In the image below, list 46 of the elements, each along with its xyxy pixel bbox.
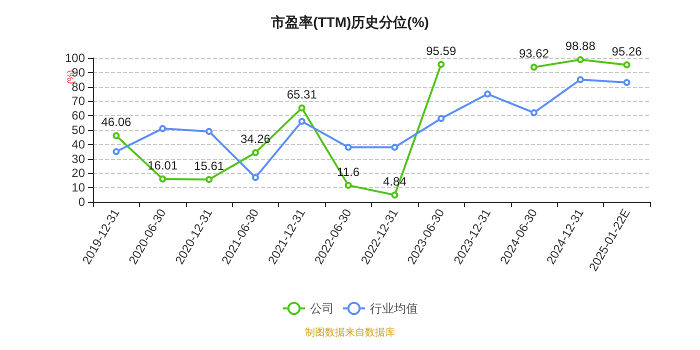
text: 制图数据来自数据库 <box>305 326 395 338</box>
point <box>623 61 630 68</box>
y-tick-label: 80 <box>72 80 86 94</box>
y-tick-label: 0 <box>78 195 86 209</box>
y-tick-label: 30 <box>72 152 86 166</box>
data-label: 95.59 <box>426 44 456 58</box>
point <box>298 104 306 112</box>
point <box>344 144 352 151</box>
point <box>530 109 538 116</box>
data-label: 46.06 <box>101 115 132 130</box>
point <box>159 175 166 182</box>
y-tick-label: 40 <box>72 137 86 152</box>
y-tick-label: 10 <box>72 180 86 195</box>
y-tick-label: 70 <box>72 94 86 108</box>
point <box>206 128 213 135</box>
data-label: 34.26 <box>240 132 271 146</box>
legend-label: 行业均值 <box>370 301 418 316</box>
point <box>344 182 352 189</box>
point <box>206 176 213 184</box>
data-label: 16.01 <box>148 158 178 172</box>
point <box>298 118 306 125</box>
data-label: 65.31 <box>286 87 318 102</box>
point <box>391 192 398 199</box>
point <box>159 125 166 132</box>
point <box>112 148 120 156</box>
point <box>484 90 492 98</box>
point <box>391 144 398 151</box>
point <box>576 76 584 84</box>
point <box>438 114 445 122</box>
data-label: 15.61 <box>194 159 224 174</box>
data-label: 93.62 <box>518 46 550 61</box>
point <box>252 174 259 182</box>
y-tick-label: 60 <box>72 108 86 123</box>
legend-label: 公司 <box>310 301 334 316</box>
point <box>112 132 120 140</box>
point <box>623 78 630 86</box>
y-tick-label: 20 <box>72 166 86 180</box>
point <box>530 64 538 71</box>
data-label: 95.26 <box>612 44 642 58</box>
point <box>252 149 259 156</box>
chart-title: 市盈率(TTM)历史分位(%) <box>270 14 429 30</box>
point <box>576 56 584 64</box>
point <box>438 60 445 68</box>
data-label: 98.88 <box>565 39 596 54</box>
y-tick-label: 50 <box>72 123 86 137</box>
y-tick-label: 100 <box>64 51 86 65</box>
